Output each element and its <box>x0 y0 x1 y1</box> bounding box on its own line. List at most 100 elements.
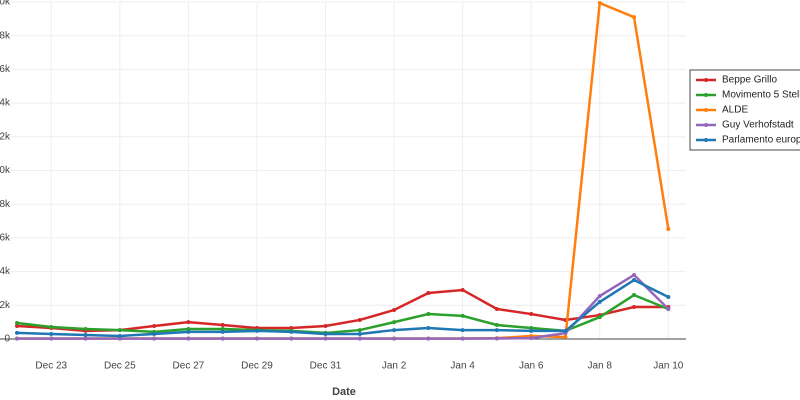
point <box>83 327 88 332</box>
point <box>494 336 499 341</box>
point <box>460 336 465 341</box>
legend-marker <box>704 108 708 112</box>
x-tick-label: Dec 31 <box>310 361 342 372</box>
point <box>460 313 465 318</box>
point <box>460 328 465 333</box>
point <box>392 308 397 313</box>
point <box>357 328 362 333</box>
point <box>632 15 637 20</box>
x-tick-label: Jan 6 <box>519 361 544 372</box>
point <box>529 326 534 331</box>
point <box>494 328 499 333</box>
point <box>597 294 602 299</box>
point <box>426 336 431 341</box>
point <box>289 329 294 334</box>
point <box>666 307 671 312</box>
point <box>186 336 191 341</box>
y-tick-label: 14k <box>0 98 11 109</box>
legend-marker <box>704 123 708 127</box>
point <box>460 287 465 292</box>
point <box>529 312 534 317</box>
point <box>15 324 19 329</box>
point <box>15 336 19 341</box>
y-tick-label: 4k <box>0 266 11 277</box>
point <box>152 331 157 336</box>
x-tick-label: Jan 2 <box>382 361 407 372</box>
point <box>632 278 637 283</box>
point <box>666 226 671 231</box>
point <box>152 324 157 329</box>
x-tick-label: Dec 23 <box>35 361 67 372</box>
series-line <box>17 273 670 340</box>
point <box>49 325 54 330</box>
y-tick-label: 20k <box>0 0 11 8</box>
x-tick-label: Jan 8 <box>588 361 613 372</box>
point <box>49 336 54 341</box>
point <box>289 336 294 341</box>
point <box>186 329 191 334</box>
point <box>49 331 54 336</box>
point <box>632 304 637 309</box>
x-tick-label: Dec 29 <box>241 361 273 372</box>
point <box>220 329 225 334</box>
point <box>529 336 534 341</box>
point <box>494 307 499 312</box>
point <box>15 330 19 335</box>
point <box>117 333 122 338</box>
point <box>632 293 637 298</box>
point <box>357 317 362 322</box>
point <box>426 326 431 331</box>
point <box>83 336 88 341</box>
point <box>186 320 191 325</box>
legend-marker <box>704 78 708 82</box>
legend-label: Guy Verhofstadt <box>722 120 794 131</box>
point <box>323 324 328 329</box>
point <box>392 328 397 333</box>
point <box>563 334 568 339</box>
legend-marker <box>704 93 708 97</box>
legend-label: Movimento 5 Stelle <box>722 90 800 101</box>
y-tick-label: 18k <box>0 30 11 41</box>
legend-label: ALDE <box>722 105 748 116</box>
point <box>83 332 88 337</box>
x-axis-title: Date <box>332 386 356 398</box>
y-tick-label: 8k <box>0 199 11 210</box>
legend-label: Beppe Grillo <box>722 75 777 86</box>
x-tick-label: Jan 10 <box>653 361 683 372</box>
legend-marker <box>704 138 708 142</box>
point <box>220 323 225 328</box>
y-tick-label: 10k <box>0 165 11 176</box>
y-tick-label: 6k <box>0 233 11 244</box>
point <box>392 336 397 341</box>
point <box>426 312 431 317</box>
point <box>357 331 362 336</box>
point <box>597 315 602 320</box>
x-tick-label: Jan 4 <box>450 361 475 372</box>
point <box>220 327 225 332</box>
point <box>494 323 499 328</box>
point <box>597 299 602 304</box>
point <box>323 336 328 341</box>
point <box>666 295 671 300</box>
point <box>426 290 431 295</box>
point <box>597 1 602 6</box>
point <box>323 331 328 336</box>
y-tick-label: 12k <box>0 131 11 142</box>
y-tick-label: 16k <box>0 64 11 75</box>
point <box>117 328 122 333</box>
legend-label: Parlamento europeo <box>722 135 800 146</box>
point <box>254 328 259 333</box>
point <box>357 336 362 341</box>
point <box>15 320 19 325</box>
point <box>254 336 259 341</box>
point <box>289 326 294 331</box>
point <box>529 328 534 333</box>
point <box>186 327 191 332</box>
x-tick-label: Dec 27 <box>173 361 205 372</box>
point <box>563 328 568 333</box>
series-line <box>16 278 669 338</box>
point <box>392 320 397 325</box>
x-tick-label: Dec 25 <box>104 361 136 372</box>
point <box>632 272 637 277</box>
